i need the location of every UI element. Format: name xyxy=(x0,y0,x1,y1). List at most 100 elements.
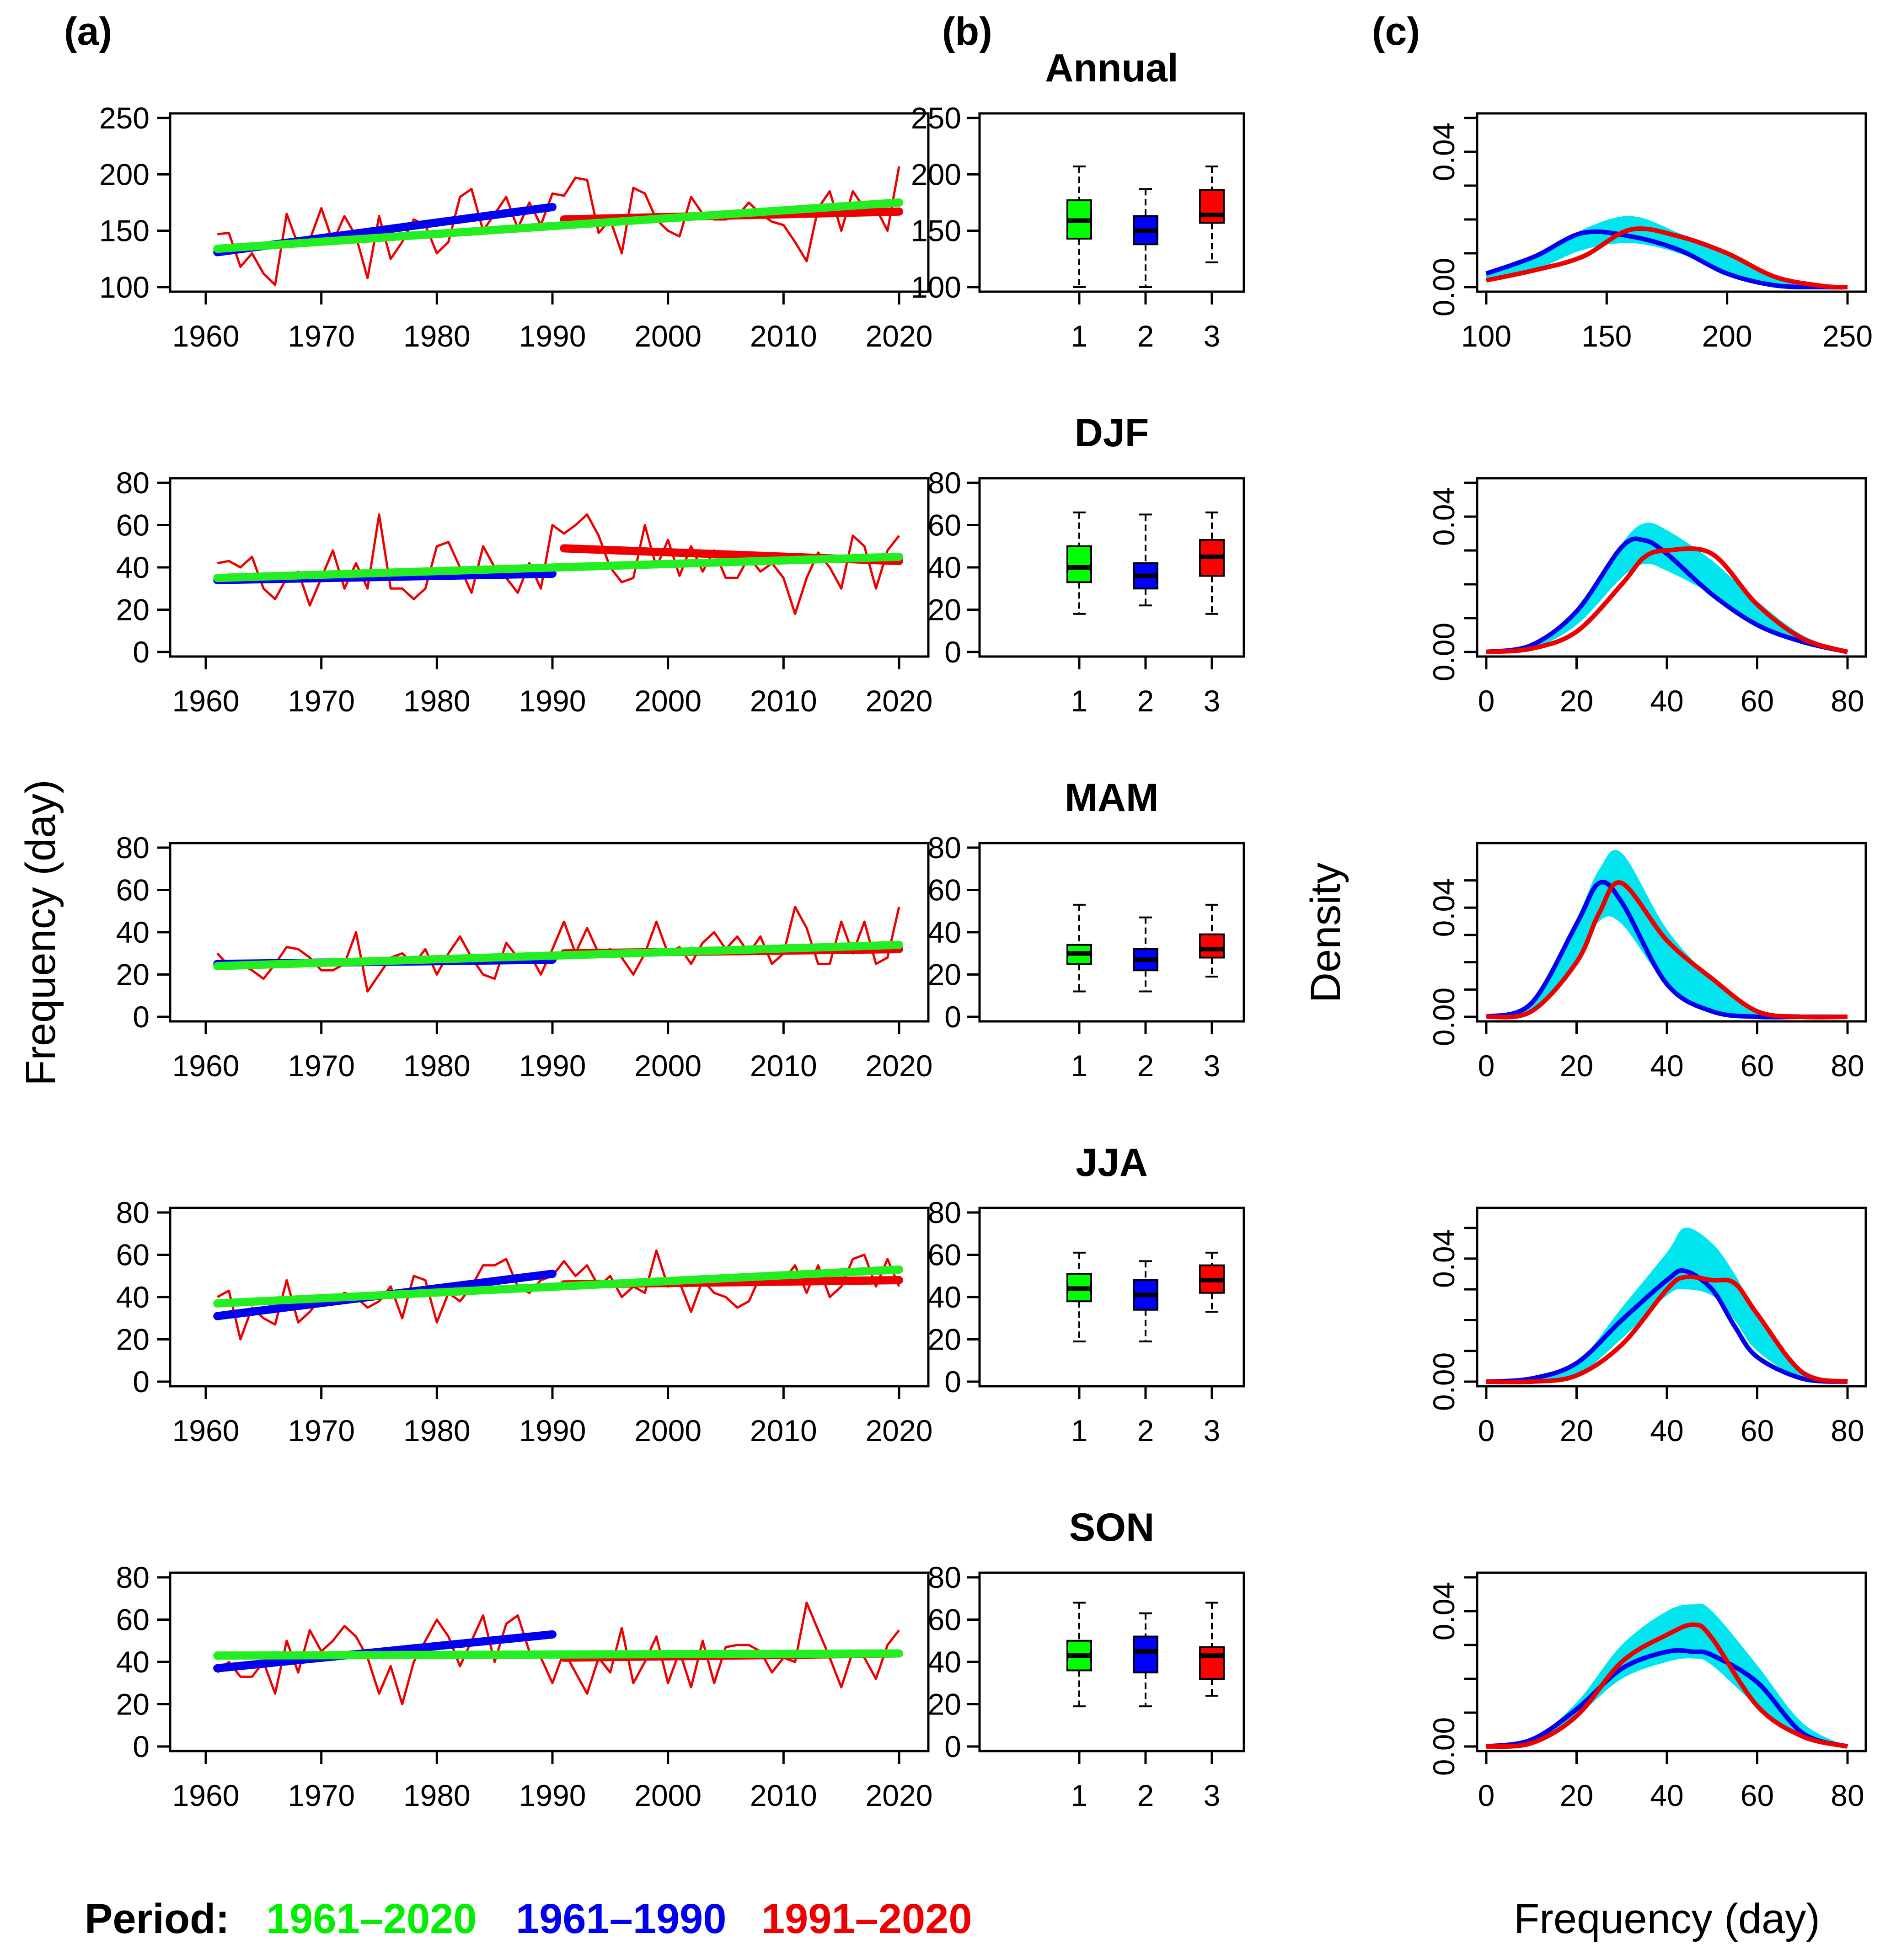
density-red-MAM xyxy=(1486,880,1848,1020)
xtick-label-a: 1970 xyxy=(288,1049,355,1083)
xtick-label-b: 2 xyxy=(1137,1049,1154,1083)
xtick-label-c: 80 xyxy=(1831,684,1864,718)
y-axis-label-density: Density xyxy=(1302,863,1349,1003)
frame-c-MAM xyxy=(1476,842,1867,1023)
xtick-label-b: 3 xyxy=(1204,1778,1221,1812)
ytick-label-c: 0.00 xyxy=(1427,1352,1461,1411)
trend-green-MAM xyxy=(213,940,903,970)
xtick-label-c: 20 xyxy=(1560,684,1593,718)
ytick-label-a: 20 xyxy=(116,958,150,992)
box-1 xyxy=(1066,545,1092,583)
xtick-label-a: 2010 xyxy=(750,1049,817,1083)
panel-title-DJF: DJF xyxy=(1075,411,1149,455)
ytick-label-b: 20 xyxy=(928,958,961,992)
row-annual: 100 150 200 250 1960 1970 1980 1990 2000 2010 2020… xyxy=(99,46,1873,353)
legend-item-1991-2020: 1991–2020 xyxy=(761,1896,972,1942)
ytick-label-a: 60 xyxy=(116,1238,150,1272)
ytick-label-a: 0 xyxy=(133,1365,150,1399)
xtick-label-b: 2 xyxy=(1137,1414,1154,1447)
legend: Period: 1961–2020 1961–1990 1991–2020 xyxy=(85,1896,972,1942)
frame-b-MAM xyxy=(978,842,1245,1023)
frame-c-JJA xyxy=(1476,1207,1867,1388)
ytick-label-a: 80 xyxy=(116,1196,150,1229)
ytick-label-b: 0 xyxy=(944,1000,961,1034)
xtick-label-a: 1970 xyxy=(288,319,355,353)
xtick-label-a: 1960 xyxy=(172,319,240,353)
xtick-label-a: 2000 xyxy=(634,319,702,353)
ytick-label-a: 0 xyxy=(133,635,150,669)
ytick-label-c: 0.04 xyxy=(1427,878,1461,937)
density-band-DJF xyxy=(1486,523,1848,652)
trend-green-DJF xyxy=(213,552,903,582)
xtick-label-c: 150 xyxy=(1581,319,1632,353)
xtick-label-c: 80 xyxy=(1831,1049,1864,1083)
xtick-label-a: 2000 xyxy=(634,1414,702,1447)
box-3 xyxy=(1199,189,1225,224)
ytick-label-a: 20 xyxy=(116,1688,150,1721)
xtick-label-b: 2 xyxy=(1137,319,1154,353)
ytick-label-b: 200 xyxy=(911,157,961,191)
frame-b-Annual xyxy=(978,112,1245,293)
xtick-label-b: 3 xyxy=(1204,684,1221,718)
legend-item-1961-2020: 1961–2020 xyxy=(266,1896,477,1942)
ytick-label-c: 0.00 xyxy=(1427,1717,1461,1776)
xtick-label-a: 1960 xyxy=(172,1414,240,1447)
ytick-label-b: 80 xyxy=(928,1560,961,1594)
xtick-label-c: 0 xyxy=(1478,1778,1495,1812)
xtick-label-c: 0 xyxy=(1478,1414,1495,1447)
ytick-label-b: 60 xyxy=(928,1603,961,1637)
xtick-label-a: 2000 xyxy=(634,1049,702,1083)
xtick-label-a: 1990 xyxy=(519,319,586,353)
xtick-label-c: 100 xyxy=(1461,319,1511,353)
density-blue-DJF xyxy=(1486,536,1848,654)
ytick-label-a: 250 xyxy=(99,101,150,135)
panel-title-Annual: Annual xyxy=(1045,46,1178,90)
xtick-label-c: 200 xyxy=(1702,319,1752,353)
panel-label-b: (b) xyxy=(942,10,992,53)
panel-label-a: (a) xyxy=(64,10,112,53)
box-2 xyxy=(1133,1635,1158,1674)
xtick-label-a: 1970 xyxy=(288,684,355,718)
ytick-label-c: 0.00 xyxy=(1427,258,1461,316)
density-red-Annual xyxy=(1485,226,1848,290)
ytick-label-b: 20 xyxy=(928,1323,961,1357)
ytick-label-a: 0 xyxy=(133,1000,150,1034)
frame-c-SON xyxy=(1476,1571,1867,1752)
xtick-label-c: 60 xyxy=(1741,1414,1774,1447)
xtick-label-a: 1980 xyxy=(403,319,471,353)
xtick-label-c: 20 xyxy=(1560,1049,1593,1083)
xtick-label-b: 2 xyxy=(1137,684,1154,718)
ytick-label-b: 20 xyxy=(928,1688,961,1721)
ytick-label-b: 80 xyxy=(928,831,961,865)
xtick-label-c: 40 xyxy=(1650,684,1683,718)
density-red-DJF xyxy=(1486,546,1848,654)
xtick-label-c: 40 xyxy=(1650,1049,1683,1083)
density-blue-JJA xyxy=(1486,1268,1848,1384)
ytick-label-b: 0 xyxy=(944,1730,961,1763)
xtick-label-a: 2010 xyxy=(750,1778,817,1812)
xtick-label-a: 2020 xyxy=(866,1414,933,1447)
ytick-label-a: 60 xyxy=(116,873,150,907)
density-blue-SON xyxy=(1486,1648,1848,1749)
xtick-label-c: 60 xyxy=(1741,1049,1774,1083)
series-annual-DJF xyxy=(217,513,900,615)
ytick-label-a: 40 xyxy=(116,1645,150,1679)
xtick-label-a: 1980 xyxy=(403,1778,471,1812)
xtick-label-b: 1 xyxy=(1071,1049,1088,1083)
xtick-label-a: 1960 xyxy=(172,1049,240,1083)
ytick-label-b: 80 xyxy=(928,466,961,500)
xtick-label-a: 1970 xyxy=(288,1778,355,1812)
xtick-label-c: 60 xyxy=(1741,1778,1774,1812)
panel-title-MAM: MAM xyxy=(1065,776,1158,820)
xtick-label-a: 2000 xyxy=(634,1778,702,1812)
xtick-label-b: 1 xyxy=(1071,1778,1088,1812)
xtick-label-a: 1990 xyxy=(519,1778,586,1812)
trend-green-SON xyxy=(213,1649,903,1660)
xtick-label-b: 1 xyxy=(1071,684,1088,718)
ytick-label-b: 80 xyxy=(928,1196,961,1229)
ytick-label-a: 80 xyxy=(116,466,150,500)
